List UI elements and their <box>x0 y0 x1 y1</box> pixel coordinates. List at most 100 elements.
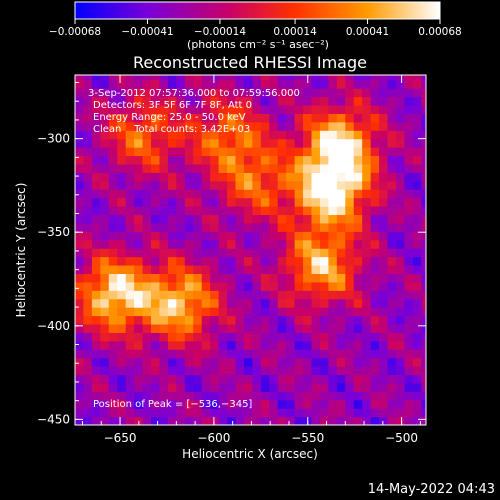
heatmap-cell <box>353 222 363 232</box>
heatmap-cell <box>176 374 186 384</box>
heatmap-cell <box>151 130 161 140</box>
axis-ticks: −650 −600 −550 −500−450−400−350−300 <box>37 75 426 445</box>
heatmap-cell <box>243 206 253 216</box>
heatmap-cell <box>421 382 426 392</box>
heatmap-cell <box>75 340 85 350</box>
heatmap-cell <box>370 197 380 207</box>
heatmap-cell <box>125 281 135 291</box>
heatmap-cell <box>83 163 93 173</box>
heatmap-cell <box>218 323 228 333</box>
heatmap-cell <box>286 256 296 266</box>
heatmap-cell <box>210 408 220 418</box>
heatmap-cell <box>235 349 245 359</box>
heatmap-cell <box>167 96 177 106</box>
heatmap-cell <box>227 366 237 376</box>
heatmap-cell <box>134 307 144 317</box>
heatmap-cell <box>362 104 372 114</box>
heatmap-cell <box>167 239 177 249</box>
heatmap-cell <box>260 256 270 266</box>
heatmap-cell <box>227 264 237 274</box>
heatmap-cell <box>75 323 85 333</box>
heatmap-cell <box>125 374 135 384</box>
heatmap-cell <box>387 79 397 89</box>
heatmap-cell <box>134 290 144 300</box>
heatmap-cell <box>193 366 203 376</box>
heatmap-cell <box>412 138 422 148</box>
heatmap-cell <box>294 147 304 157</box>
heatmap-cell <box>193 130 203 140</box>
heatmap-cell <box>201 256 211 266</box>
heatmap-cell <box>303 180 313 190</box>
heatmap-cell <box>83 273 93 283</box>
heatmap-cell <box>193 349 203 359</box>
heatmap-cell <box>125 349 135 359</box>
heatmap-cell <box>294 189 304 199</box>
heatmap-cell <box>235 189 245 199</box>
heatmap-cell <box>362 163 372 173</box>
heatmap-cell <box>286 408 296 418</box>
heatmap-cell <box>404 138 414 148</box>
heatmap-cell <box>277 197 287 207</box>
x-tick-label: −600 <box>197 431 230 445</box>
heatmap-cell <box>370 382 380 392</box>
heatmap-cell <box>328 357 338 367</box>
heatmap-cell <box>91 399 101 409</box>
heatmap-cell <box>379 121 389 131</box>
heatmap-cell <box>243 357 253 367</box>
heatmap-cell <box>227 256 237 266</box>
heatmap-cell <box>269 256 279 266</box>
heatmap-cell <box>235 281 245 291</box>
heatmap-cell <box>142 374 152 384</box>
heatmap-cell <box>286 138 296 148</box>
heatmap-cell <box>227 104 237 114</box>
x-tick-label: −500 <box>385 431 418 445</box>
heatmap-cell <box>319 189 329 199</box>
heatmap-cell <box>387 214 397 224</box>
heatmap-cell <box>75 256 85 266</box>
heatmap-cell <box>328 113 338 123</box>
heatmap-cell <box>75 416 85 425</box>
heatmap-cell <box>387 332 397 342</box>
heatmap-cell <box>91 408 101 418</box>
heatmap-cell <box>277 189 287 199</box>
heatmap-cell <box>159 315 169 325</box>
heatmap-cell <box>303 281 313 291</box>
heatmap-cell <box>167 163 177 173</box>
heatmap-cell <box>83 248 93 258</box>
heatmap-cell <box>142 172 152 182</box>
heatmap-cell <box>379 340 389 350</box>
heatmap-cell <box>218 180 228 190</box>
heatmap-cell <box>218 264 228 274</box>
heatmap-cell <box>210 366 220 376</box>
heatmap-cell <box>336 222 346 232</box>
heatmap-cell <box>370 349 380 359</box>
heatmap-cell <box>294 75 304 81</box>
heatmap-cell <box>91 391 101 401</box>
heatmap-cell <box>412 290 422 300</box>
heatmap-cell <box>395 340 406 350</box>
heatmap-cell <box>227 340 237 350</box>
heatmap-cell <box>319 366 329 376</box>
heatmap-cell <box>404 315 414 325</box>
chart-title: Reconstructed RHESSI Image <box>133 53 367 72</box>
heatmap-cell <box>167 264 177 274</box>
heatmap-cell <box>243 138 253 148</box>
heatmap-cell <box>167 206 177 216</box>
heatmap-cell <box>286 104 296 114</box>
heatmap-cell <box>235 138 245 148</box>
heatmap-cell <box>108 239 118 249</box>
heatmap-cell <box>151 298 161 308</box>
heatmap-cell <box>151 315 161 325</box>
heatmap-cell <box>151 239 161 249</box>
heatmap-cell <box>235 323 245 333</box>
heatmap-cell <box>387 180 397 190</box>
heatmap-cell <box>243 113 253 123</box>
heatmap-cell <box>345 180 355 190</box>
heatmap-cell <box>311 222 321 232</box>
heatmap-cell <box>336 307 346 317</box>
heatmap-cell <box>142 399 152 409</box>
heatmap-cell <box>167 130 177 140</box>
heatmap-cell <box>404 231 414 241</box>
heatmap-cell <box>387 298 397 308</box>
heatmap-cell <box>404 391 414 401</box>
